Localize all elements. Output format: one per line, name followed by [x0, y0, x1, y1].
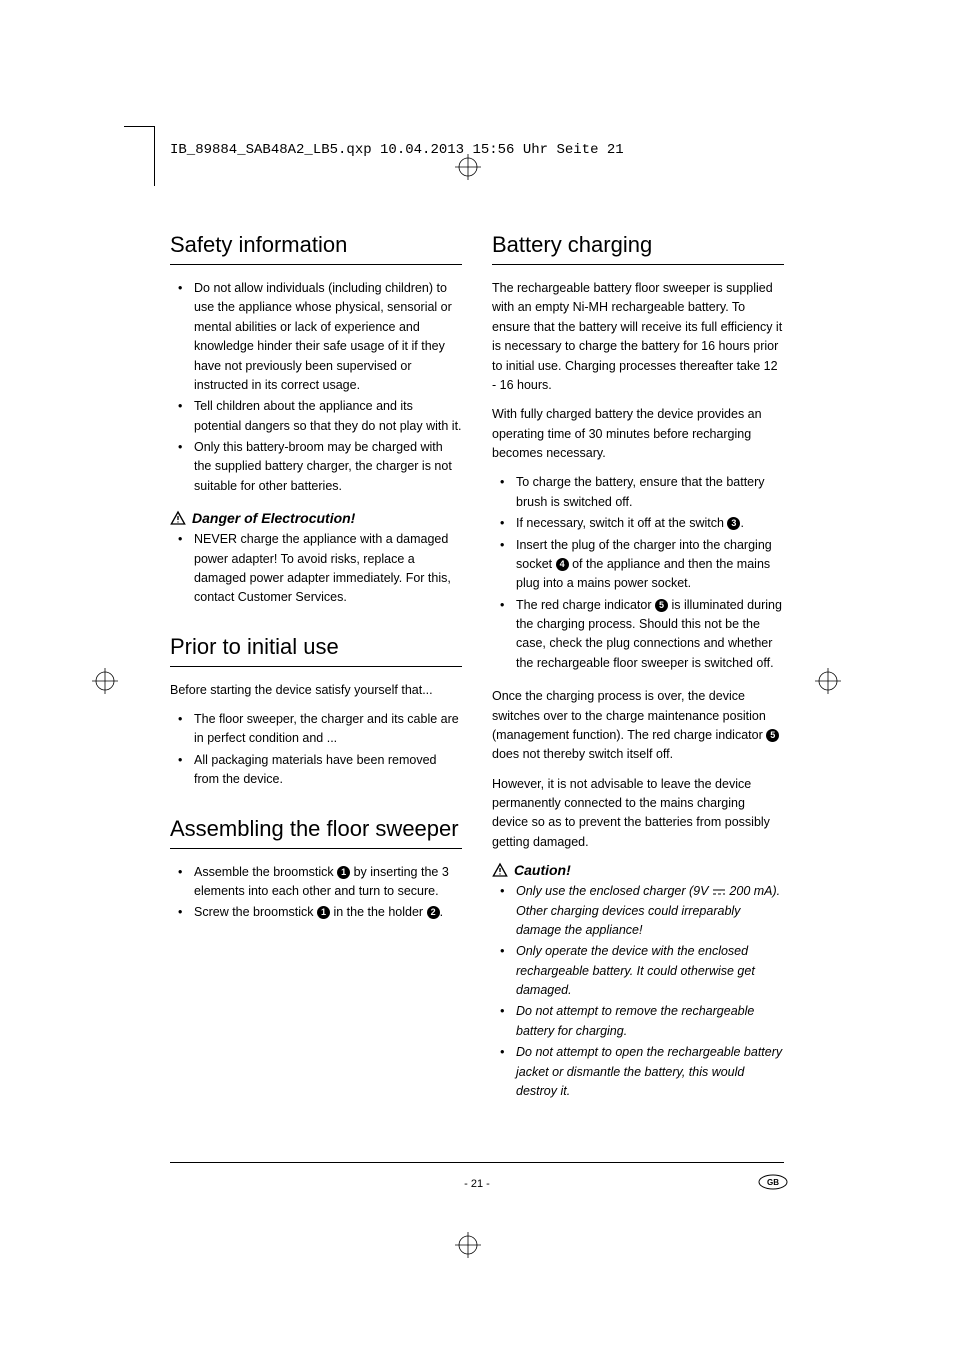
paragraph: Once the charging process is over, the d…: [492, 687, 784, 765]
left-column: Safety information Do not allow individu…: [170, 232, 462, 1115]
list-item: Only use the enclosed charger (9V 200 mA…: [506, 882, 784, 940]
text: .: [740, 516, 743, 530]
assembling-list: Assemble the broomstick 1 by inserting t…: [170, 863, 462, 923]
text: Only use the enclosed charger (9V: [516, 884, 712, 898]
language-badge: GB: [758, 1174, 788, 1190]
right-column: Battery charging The rechargeable batter…: [492, 232, 784, 1115]
list-item: Do not allow individuals (including chil…: [184, 279, 462, 395]
ref-3-icon: 3: [727, 517, 740, 530]
safety-heading: Safety information: [170, 232, 462, 265]
dc-symbol-icon: [712, 888, 726, 896]
text: Assemble the broomstick: [194, 865, 337, 879]
text: does not thereby switch itself off.: [492, 747, 673, 761]
warning-icon: [170, 510, 186, 526]
text: If necessary, switch it off at the switc…: [516, 516, 727, 530]
print-header: IB_89884_SAB48A2_LB5.qxp 10.04.2013 15:5…: [170, 142, 624, 158]
paragraph: The rechargeable battery floor sweeper i…: [492, 279, 784, 395]
charging-heading: Battery charging: [492, 232, 784, 265]
text: .: [440, 905, 443, 919]
charging-list: To charge the battery, ensure that the b…: [492, 473, 784, 673]
text: Once the charging process is over, the d…: [492, 689, 766, 742]
ref-5-icon: 5: [766, 729, 779, 742]
caution-title: Caution!: [514, 862, 571, 878]
warning-icon: [492, 862, 508, 878]
registration-mark-icon: [92, 668, 118, 694]
paragraph: However, it is not advisable to leave th…: [492, 775, 784, 853]
list-item: NEVER charge the appliance with a damage…: [184, 530, 462, 608]
text: The red charge indicator: [516, 598, 655, 612]
list-item: Do not attempt to remove the rechargeabl…: [506, 1002, 784, 1041]
ref-1-icon: 1: [317, 906, 330, 919]
footer-rule: [170, 1162, 784, 1163]
list-item: All packaging materials have been remove…: [184, 751, 462, 790]
registration-mark-icon: [455, 154, 481, 180]
ref-4-icon: 4: [556, 558, 569, 571]
list-item: Do not attempt to open the rechargeable …: [506, 1043, 784, 1101]
danger-title: Danger of Electrocution!: [192, 510, 355, 526]
prior-intro: Before starting the device satisfy yours…: [170, 681, 462, 700]
assembling-heading: Assembling the floor sweeper: [170, 816, 462, 849]
list-item: The red charge indicator 5 is illuminate…: [506, 596, 784, 674]
ref-1-icon: 1: [337, 866, 350, 879]
registration-mark-icon: [815, 668, 841, 694]
crop-mark: [154, 126, 155, 186]
list-item: Tell children about the appliance and it…: [184, 397, 462, 436]
caution-list: Only use the enclosed charger (9V 200 mA…: [492, 882, 784, 1101]
page-number: - 21 -: [0, 1178, 954, 1190]
caution-heading: Caution!: [492, 862, 784, 878]
list-item: Screw the broomstick 1 in the the holder…: [184, 903, 462, 922]
ref-2-icon: 2: [427, 906, 440, 919]
list-item: To charge the battery, ensure that the b…: [506, 473, 784, 512]
safety-list: Do not allow individuals (including chil…: [170, 279, 462, 496]
list-item: If necessary, switch it off at the switc…: [506, 514, 784, 533]
text: Screw the broomstick: [194, 905, 317, 919]
list-item: The floor sweeper, the charger and its c…: [184, 710, 462, 749]
list-item: Only this battery-broom may be charged w…: [184, 438, 462, 496]
text: in the the holder: [330, 905, 427, 919]
list-item: Assemble the broomstick 1 by inserting t…: [184, 863, 462, 902]
svg-text:GB: GB: [767, 1178, 779, 1187]
ref-5-icon: 5: [655, 599, 668, 612]
prior-heading: Prior to initial use: [170, 634, 462, 667]
list-item: Only operate the device with the enclose…: [506, 942, 784, 1000]
danger-heading: Danger of Electrocution!: [170, 510, 462, 526]
list-item: Insert the plug of the charger into the …: [506, 536, 784, 594]
crop-mark: [124, 126, 154, 127]
prior-list: The floor sweeper, the charger and its c…: [170, 710, 462, 790]
danger-list: NEVER charge the appliance with a damage…: [170, 530, 462, 608]
paragraph: With fully charged battery the device pr…: [492, 405, 784, 463]
registration-mark-icon: [455, 1232, 481, 1258]
